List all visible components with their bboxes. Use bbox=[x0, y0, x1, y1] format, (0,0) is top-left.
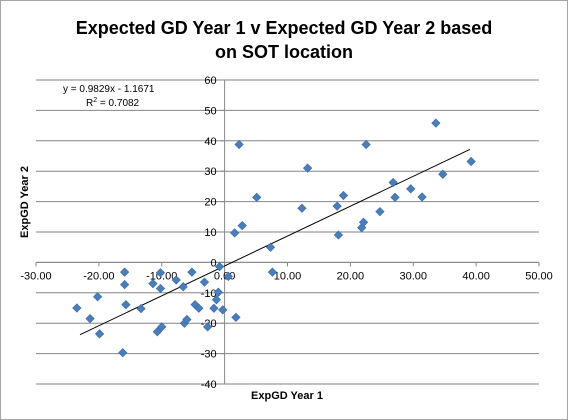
x-tick-label: -10.00 bbox=[146, 270, 177, 282]
data-point bbox=[120, 279, 130, 290]
y-tick-label: 50 bbox=[204, 105, 216, 117]
data-point bbox=[230, 228, 240, 238]
data-point bbox=[466, 156, 476, 167]
r-squared-superscript: 2 bbox=[93, 97, 97, 104]
data-point bbox=[388, 177, 398, 188]
data-point bbox=[94, 329, 105, 339]
gridlines bbox=[36, 79, 539, 385]
trendline-layer bbox=[79, 148, 471, 336]
data-point bbox=[157, 322, 167, 332]
data-point bbox=[118, 348, 128, 358]
data-point bbox=[85, 314, 95, 324]
data-point bbox=[155, 283, 166, 294]
y-axis-title: ExpGD Year 2 bbox=[19, 166, 31, 238]
data-point bbox=[92, 292, 103, 302]
data-point bbox=[333, 230, 344, 240]
data-point bbox=[152, 327, 162, 337]
r-squared-value: = 0.7082 bbox=[97, 98, 139, 109]
data-point bbox=[136, 303, 146, 314]
data-point bbox=[171, 275, 181, 285]
data-point bbox=[265, 242, 276, 252]
data-point bbox=[338, 190, 349, 201]
y-tick-label: 0 bbox=[211, 257, 217, 269]
x-tick-label: 10.00 bbox=[274, 270, 302, 282]
y-tick-label: -10 bbox=[201, 288, 217, 300]
y-tick-label: 30 bbox=[204, 166, 216, 178]
chart-title-line2: on SOT location bbox=[215, 42, 353, 62]
data-point bbox=[203, 322, 213, 332]
x-axis-title: ExpGD Year 1 bbox=[251, 390, 323, 402]
data-point bbox=[194, 303, 204, 313]
x-tick-label: -20.00 bbox=[83, 270, 114, 282]
data-point bbox=[417, 192, 427, 202]
data-point bbox=[375, 207, 385, 217]
data-point bbox=[182, 314, 192, 325]
data-point bbox=[267, 267, 278, 277]
axes bbox=[35, 79, 540, 385]
data-point bbox=[390, 192, 400, 202]
x-tick-label: -30.00 bbox=[20, 270, 51, 282]
data-point bbox=[297, 203, 307, 213]
y-tick-label: 40 bbox=[204, 136, 216, 148]
data-point bbox=[234, 139, 244, 150]
data-point bbox=[178, 282, 188, 292]
data-point bbox=[120, 267, 130, 277]
x-tick-label: 40.00 bbox=[462, 270, 490, 282]
data-point bbox=[252, 192, 262, 202]
y-tick-label: -30 bbox=[201, 349, 217, 361]
r-squared-label: R bbox=[86, 98, 93, 109]
data-point bbox=[218, 305, 228, 315]
trendline-r-squared: R2 = 0.7082 bbox=[86, 97, 140, 109]
trendline-equation: y = 0.9829x - 1.1671 bbox=[63, 84, 155, 95]
data-point bbox=[223, 271, 234, 282]
data-point bbox=[438, 169, 448, 179]
y-tick-label: 60 bbox=[204, 75, 216, 87]
data-point bbox=[155, 268, 166, 278]
data-point bbox=[361, 139, 371, 150]
data-point bbox=[332, 201, 342, 211]
data-point bbox=[209, 303, 219, 313]
x-tick-label: 30.00 bbox=[399, 270, 427, 282]
y-tick-label: -40 bbox=[201, 379, 217, 391]
y-tick-label: 10 bbox=[204, 227, 216, 239]
data-point bbox=[231, 312, 241, 323]
data-point bbox=[431, 118, 441, 128]
data-point bbox=[187, 267, 197, 277]
y-tick-label: 20 bbox=[204, 197, 216, 209]
data-point bbox=[213, 287, 223, 297]
chart-title-line1: Expected GD Year 1 v Expected GD Year 2 … bbox=[76, 18, 493, 38]
x-tick-label: 20.00 bbox=[337, 270, 365, 282]
data-point bbox=[406, 184, 416, 194]
data-point bbox=[72, 303, 82, 313]
data-point bbox=[237, 220, 247, 231]
data-point bbox=[302, 163, 313, 173]
x-tick-labels: -30.00-20.00-10.000.0010.0020.0030.0040.… bbox=[20, 270, 552, 282]
data-point bbox=[121, 300, 131, 310]
data-point bbox=[148, 279, 158, 289]
data-point bbox=[358, 217, 369, 227]
data-point bbox=[211, 295, 222, 305]
data-point bbox=[214, 262, 225, 272]
data-points bbox=[72, 118, 476, 358]
x-tick-label: 50.00 bbox=[525, 270, 553, 282]
data-point bbox=[199, 277, 210, 287]
trendline bbox=[79, 148, 471, 336]
